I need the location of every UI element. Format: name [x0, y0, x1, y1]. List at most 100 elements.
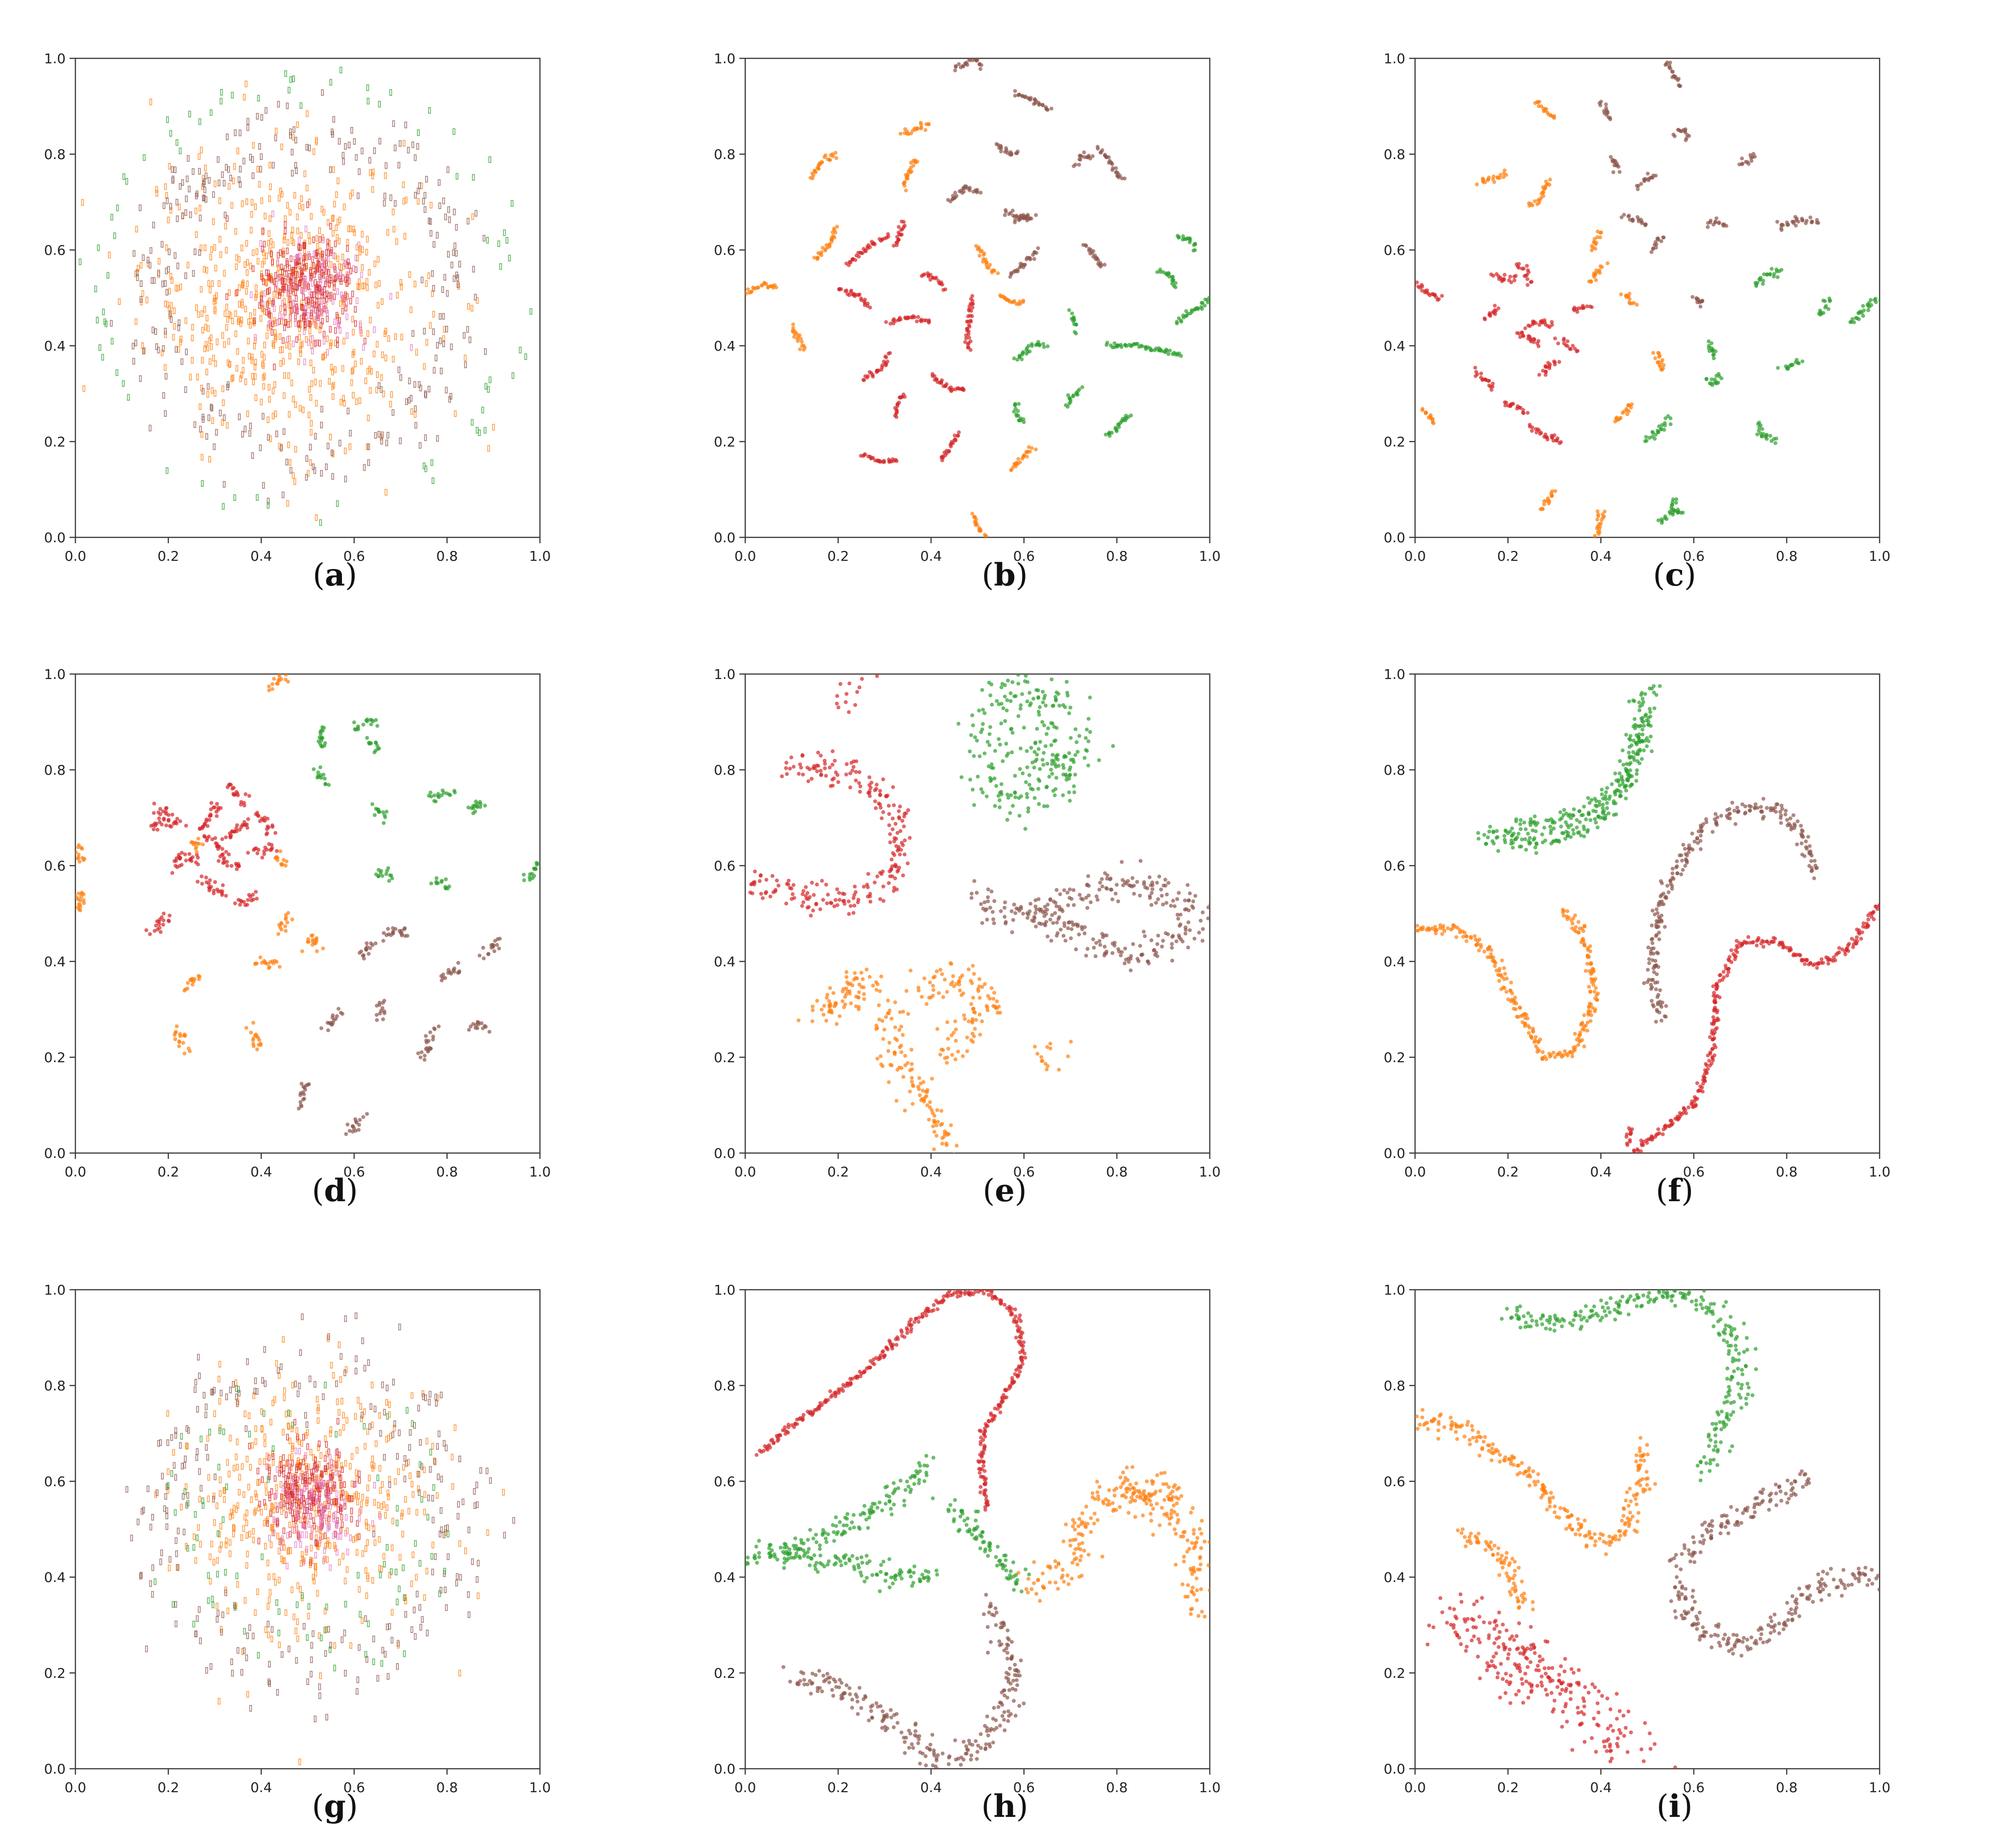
data-point: [1034, 688, 1039, 692]
data-point: [212, 888, 216, 893]
data-point: [843, 700, 848, 704]
data-point: [296, 227, 299, 234]
data-point: [877, 801, 881, 806]
data-point: [1164, 901, 1168, 905]
data-point: [1615, 163, 1619, 168]
data-point: [333, 200, 336, 208]
data-point: [1069, 736, 1073, 740]
data-point: [1052, 739, 1057, 743]
data-point: [1029, 746, 1033, 750]
data-point: [342, 338, 345, 345]
data-point: [293, 256, 296, 263]
data-point: [287, 441, 290, 448]
data-point: [831, 154, 835, 159]
data-point: [1074, 322, 1078, 327]
data-point: [306, 470, 310, 477]
data-point: [1542, 499, 1546, 503]
data-point: [331, 298, 335, 305]
data-point: [969, 53, 973, 57]
data-point: [316, 770, 321, 775]
data-point: [497, 240, 501, 248]
panel-e: 0.0 0.2 0.4 0.6 0.8 1.0 0.0 0.2 0.4 0.6 0.8 1.0 (e): [670, 616, 1340, 1231]
data-point: [745, 291, 748, 296]
data-point: [251, 373, 254, 380]
data-point: [476, 1020, 481, 1025]
data-point: [134, 318, 138, 325]
data-point: [1653, 432, 1658, 437]
data-point: [292, 395, 295, 403]
data-point: [801, 772, 805, 777]
data-point: [900, 1033, 905, 1037]
data-point: [989, 889, 994, 894]
data-point: [1049, 677, 1054, 682]
data-point: [277, 101, 280, 108]
data-point: [1650, 250, 1654, 254]
data-point: [223, 414, 226, 421]
data-point: [1866, 308, 1870, 312]
data-point: [179, 147, 182, 155]
data-point: [321, 250, 324, 258]
data-point: [790, 892, 795, 896]
data-point: [816, 750, 820, 755]
data-point: [1032, 257, 1037, 261]
data-point: [1605, 261, 1610, 266]
data-point: [838, 682, 843, 686]
data-point: [416, 198, 420, 205]
data-point: [198, 118, 201, 125]
data-point: [1498, 173, 1503, 177]
data-point: [1635, 187, 1640, 191]
data-point: [297, 358, 300, 365]
data-point: [154, 328, 157, 335]
data-point: [822, 155, 826, 160]
data-point: [1010, 930, 1014, 934]
data-point: [160, 822, 164, 827]
data-point: [434, 355, 438, 361]
data-point: [1630, 402, 1634, 407]
data-point: [1100, 884, 1105, 888]
data-point: [306, 312, 310, 319]
data-point: [1625, 409, 1629, 413]
data-point: [1065, 890, 1070, 895]
data-point: [1094, 894, 1099, 899]
data-point: [1083, 925, 1087, 929]
data-point: [897, 225, 901, 229]
data-point: [336, 1007, 341, 1011]
data-point: [260, 114, 263, 121]
data-point: [985, 265, 989, 269]
data-point: [384, 162, 388, 169]
data-point: [475, 801, 480, 806]
data-point: [1017, 402, 1021, 406]
data-point: [879, 1062, 883, 1066]
data-point: [879, 816, 884, 820]
data-point: [323, 331, 326, 338]
data-point: [329, 342, 332, 350]
data-point: [349, 193, 352, 199]
data-point: [757, 879, 762, 883]
data-point: [1548, 362, 1552, 367]
data-point: [921, 1088, 925, 1093]
data-point: [222, 503, 225, 510]
data-point: [1080, 385, 1084, 390]
data-point: [377, 382, 381, 389]
data-point: [341, 308, 344, 315]
data-point: [1489, 388, 1494, 392]
data-point: [303, 328, 306, 335]
data-point: [1022, 420, 1026, 425]
data-point: [989, 762, 994, 766]
data-point: [210, 246, 213, 253]
data-point: [1188, 891, 1192, 896]
data-point: [268, 965, 272, 969]
data-point: [131, 342, 135, 350]
data-point: [308, 288, 311, 295]
data-point: [858, 784, 862, 789]
data-point: [294, 320, 297, 327]
data-point: [1008, 691, 1013, 695]
data-point: [373, 813, 377, 817]
data-point: [116, 204, 119, 212]
data-point: [999, 909, 1003, 913]
data-point: [278, 333, 282, 340]
data-point: [910, 1080, 914, 1084]
data-point: [302, 242, 305, 249]
data-point: [874, 787, 879, 791]
caption-letter: a: [324, 557, 345, 593]
